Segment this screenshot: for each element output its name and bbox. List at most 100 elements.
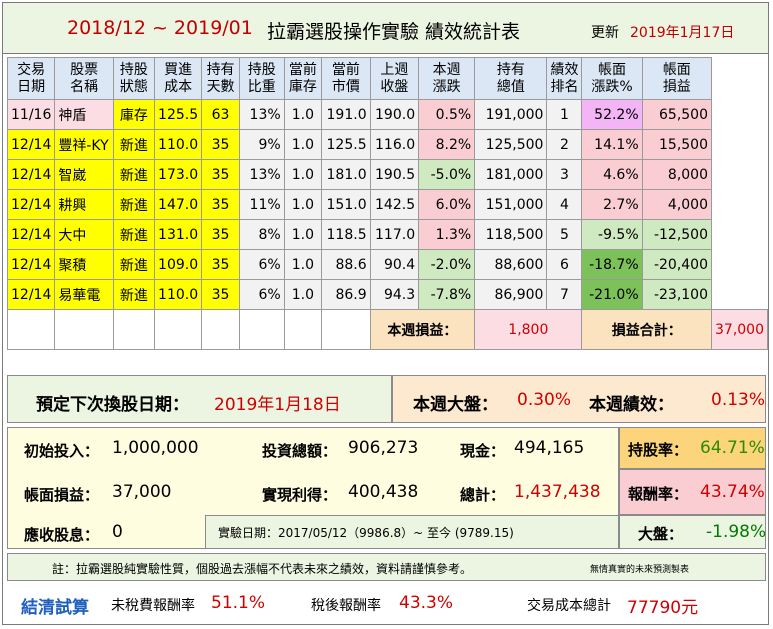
cell-inv: 1.0 (283, 99, 323, 130)
table-row: 12/14 易華電 新進 110.0 35 6% 1.0 86.9 94.3 -7.8% 86,90… (6, 279, 768, 310)
table-row: 12/14 智崴 新進 173.0 35 13% 1.0 181.0 190.5 -5.0% 181… (6, 159, 768, 190)
cell-days: 35 (201, 219, 240, 250)
cash-value: 494,165 (514, 438, 585, 458)
cell-cost: 109.0 (153, 249, 203, 280)
return-value: 43.74% (700, 482, 765, 502)
cell-last: 116.0 (369, 129, 420, 160)
cell-last: 190.5 (369, 159, 420, 190)
cell-status: 新進 (112, 249, 155, 280)
cell-weight: 6% (238, 279, 285, 310)
week-pnl-label: 本週損益： (369, 309, 476, 350)
cell-pnl-pct: -9.5% (581, 219, 643, 250)
experiment-date: 實驗日期：2017/05/12（9986.8）~ 至今 (9789.15) (218, 526, 514, 540)
summary-empty-cell (201, 309, 240, 350)
column-header: 持股 狀態 (112, 57, 155, 100)
market-label: 本週大盤： (413, 395, 498, 415)
column-header-text: 買進 (164, 61, 193, 78)
summary-row: 本週損益： 1,800 損益合計： 37,000 (6, 309, 768, 350)
total-pnl-value: 37,000 (711, 309, 768, 350)
column-header-text: 持股 (119, 61, 148, 78)
settle-label: 結清試算 (21, 598, 89, 618)
column-header-text: 交易 (17, 61, 46, 78)
total-value: 1,437,438 (514, 482, 601, 502)
pretax-value: 51.1% (211, 593, 266, 613)
cell-chg: -2.0% (418, 249, 476, 280)
summary-empty-cell (153, 309, 203, 350)
cell-pnl: 4,000 (641, 189, 713, 220)
book-value: 37,000 (112, 482, 172, 502)
cell-days: 35 (201, 159, 240, 190)
column-header-text: 名稱 (70, 78, 99, 95)
note-text: 註：拉霸選股純實驗性質，個股過去漲幅不代表未來之績效，資料請謹慎參考。 (52, 562, 473, 576)
cell-name: 大中 (54, 219, 114, 250)
cell-inv: 1.0 (283, 279, 323, 310)
return-label: 報酬率： (628, 485, 689, 503)
column-header-text: 帳面 (662, 61, 691, 78)
summary-empty-cell (321, 309, 371, 350)
cell-chg: 8.2% (418, 129, 476, 160)
cell-cost: 110.0 (153, 279, 203, 310)
cell-rank: 6 (546, 249, 583, 280)
cell-name: 智崴 (54, 159, 114, 190)
updated-date: 2019年1月17日 (630, 25, 735, 41)
cell-status: 新進 (112, 219, 155, 250)
return-rate-panel: 報酬率： 43.74% (619, 469, 766, 515)
cell-cost: 131.0 (153, 219, 203, 250)
cell-pnl-pct: 4.6% (581, 159, 643, 190)
cell-last: 90.4 (369, 249, 420, 280)
total-label: 總計： (460, 486, 506, 504)
cell-status: 新進 (112, 129, 155, 160)
cell-date: 12/14 (6, 159, 56, 190)
week-pnl-value: 1,800 (474, 309, 583, 350)
cell-status: 新進 (112, 189, 155, 220)
total-pnl-label: 損益合計： (581, 309, 712, 350)
column-header-text: 排名 (550, 78, 579, 95)
cell-pnl-pct: -18.7% (581, 249, 643, 280)
cell-rank: 1 (546, 99, 583, 130)
cell-chg: -7.8% (418, 279, 476, 310)
column-header: 帳面 損益 (641, 57, 713, 100)
cell-price: 181.0 (321, 159, 371, 190)
column-header: 帳面 漲跌% (581, 57, 643, 100)
table-header-row: 交易 日期 股票 名稱 持股 狀態 買進 成本 持有 天數 持股 比重 當前 庫存 當前 市價 上週 收盤 本週 漲跌… (6, 57, 768, 100)
note-bar: 註：拉霸選股純實驗性質，個股過去漲幅不代表未來之績效，資料請謹慎參考。 無情真實… (7, 553, 766, 581)
column-header: 持有 天數 (201, 57, 240, 100)
column-header-text: 市價 (331, 78, 360, 95)
cell-days: 35 (201, 279, 240, 310)
cell-inv: 1.0 (283, 129, 323, 160)
cell-value: 86,900 (474, 279, 548, 310)
cell-value: 181,000 (474, 159, 548, 190)
column-header-text: 成本 (164, 78, 193, 95)
cell-date: 12/14 (6, 249, 56, 280)
index-panel: 大盤： -1.98% (619, 515, 766, 549)
market-value: 0.30% (517, 390, 572, 410)
cell-inv: 1.0 (283, 219, 323, 250)
column-header-text: 股票 (70, 61, 99, 78)
cell-value: 118,500 (474, 219, 548, 250)
cell-days: 63 (201, 99, 240, 130)
cell-weight: 13% (238, 159, 285, 190)
invest-value: 906,273 (348, 438, 419, 458)
realized-label: 實現利得： (262, 486, 338, 504)
column-header-text: 天數 (206, 78, 235, 95)
cell-name: 易華電 (54, 279, 114, 310)
initial-label: 初始投入： (24, 442, 100, 460)
cell-name: 耕興 (54, 189, 114, 220)
cell-value: 88,600 (474, 249, 548, 280)
column-header-text: 比重 (247, 78, 276, 95)
column-header-text: 漲跌% (591, 78, 633, 95)
holding-rate-panel: 持股率： 64.71% (619, 427, 766, 469)
holdings-table: 交易 日期 股票 名稱 持股 狀態 買進 成本 持有 天數 持股 比重 當前 庫存 當前 市價 上週 收盤 本週 漲跌… (6, 57, 768, 350)
cell-pnl-pct: -21.0% (581, 279, 643, 310)
week-perf-value: 0.13% (711, 390, 766, 410)
report-title: 拉霸選股操作實驗 績效統計表 (267, 21, 521, 43)
cell-rank: 7 (546, 279, 583, 310)
cell-cost: 147.0 (153, 189, 203, 220)
summary-empty-cell (112, 309, 155, 350)
market-panel: 本週大盤： 0.30% 本週績效： 0.13% (392, 375, 766, 423)
column-header-text: 持有 (496, 61, 525, 78)
index-label: 大盤： (638, 525, 684, 543)
cell-price: 151.0 (321, 189, 371, 220)
week-perf-label: 本週績效： (589, 395, 674, 415)
